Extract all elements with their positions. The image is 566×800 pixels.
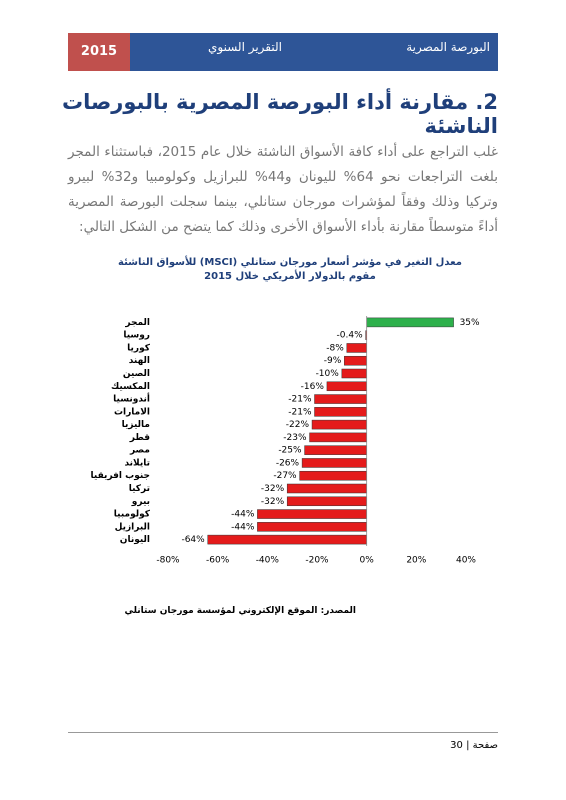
- category-label: بيرو: [131, 497, 150, 507]
- category-label: أندونسيا: [113, 393, 150, 405]
- bar: [207, 534, 367, 545]
- category-label: البرازيل: [115, 522, 150, 532]
- category-label: تركيا: [129, 484, 150, 494]
- bar: [304, 445, 367, 455]
- chart: -80% -60% -40% -20% 0% 20% 40% 35% المجر -0.4% روس…: [91, 316, 480, 566]
- bar: [311, 419, 367, 430]
- bar: [257, 509, 367, 519]
- category-label: اليونان: [120, 535, 150, 545]
- header-org: البورصة المصرية: [406, 40, 490, 54]
- value-label: -25%: [278, 446, 302, 456]
- x-tick-label: 40%: [456, 556, 476, 566]
- header-year: 2015: [68, 33, 130, 71]
- header-report: التقرير السنوي: [208, 40, 282, 54]
- category-label: مصر: [129, 446, 150, 456]
- bar: [341, 368, 367, 379]
- category-label: المكسيك: [111, 382, 150, 392]
- category-label: جنوب افريقيا: [91, 471, 150, 481]
- header-bar: 2015 التقرير السنوي البورصة المصرية: [68, 33, 498, 71]
- value-label: -8%: [326, 343, 344, 353]
- bar: [314, 394, 367, 404]
- bar: [314, 407, 367, 417]
- value-label: 35%: [460, 318, 480, 328]
- category-label: المجر: [124, 318, 150, 328]
- value-label: -21%: [288, 395, 312, 405]
- x-tick-label: -20%: [305, 556, 329, 566]
- value-label: -32%: [261, 497, 285, 507]
- category-label: قطر: [129, 433, 150, 443]
- heading: 2. مقارنة أداء البورصة المصرية بالبورصات…: [61, 90, 498, 138]
- value-label: -16%: [301, 382, 325, 392]
- x-tick-label: -40%: [256, 556, 280, 566]
- value-label: -26%: [276, 458, 300, 468]
- bar: [286, 483, 367, 494]
- bar: [366, 317, 454, 328]
- source: المصدر: الموقع الإلكتروني لمؤسسة مورجان …: [124, 606, 356, 616]
- bar: [326, 381, 367, 392]
- x-tick-label: 20%: [406, 556, 426, 566]
- category-label: ماليزيا: [122, 420, 150, 430]
- category-label: روسيا: [123, 331, 150, 341]
- x-tick-label: -60%: [206, 556, 230, 566]
- category-label: كولومبيا: [114, 510, 151, 520]
- value-label: -44%: [231, 510, 255, 520]
- value-label: -27%: [273, 471, 297, 481]
- category-label: كوريا: [127, 343, 151, 353]
- value-label: -64%: [181, 535, 205, 545]
- bar: [257, 522, 367, 532]
- value-label: -22%: [286, 420, 310, 430]
- value-label: -10%: [316, 369, 340, 379]
- footer-line: [68, 732, 498, 733]
- value-label: -0.4%: [337, 331, 364, 341]
- value-label: -32%: [261, 484, 285, 494]
- bar: [346, 343, 367, 353]
- category-label: الهند: [129, 356, 150, 366]
- chart-title: معدل التغير في مؤشر أسعار مورجان ستانلي …: [118, 257, 462, 282]
- value-label: -23%: [283, 433, 307, 443]
- paragraph: غلب التراجع على أداء كافة الأسواق الناشئ…: [68, 144, 498, 235]
- bar: [309, 432, 367, 443]
- category-label: تايلاند: [124, 458, 150, 468]
- bar: [299, 470, 367, 481]
- x-tick-label: 0%: [360, 556, 375, 566]
- value-label: -21%: [288, 407, 312, 417]
- value-label: -44%: [231, 522, 255, 532]
- x-tick-label: -80%: [156, 556, 180, 566]
- value-label: -9%: [324, 356, 342, 366]
- footer: صفحة | 30: [450, 740, 498, 751]
- bar: [301, 458, 367, 468]
- bar: [286, 496, 367, 507]
- category-label: الامارات: [114, 407, 150, 417]
- category-label: الصين: [123, 369, 150, 379]
- bar: [344, 355, 367, 366]
